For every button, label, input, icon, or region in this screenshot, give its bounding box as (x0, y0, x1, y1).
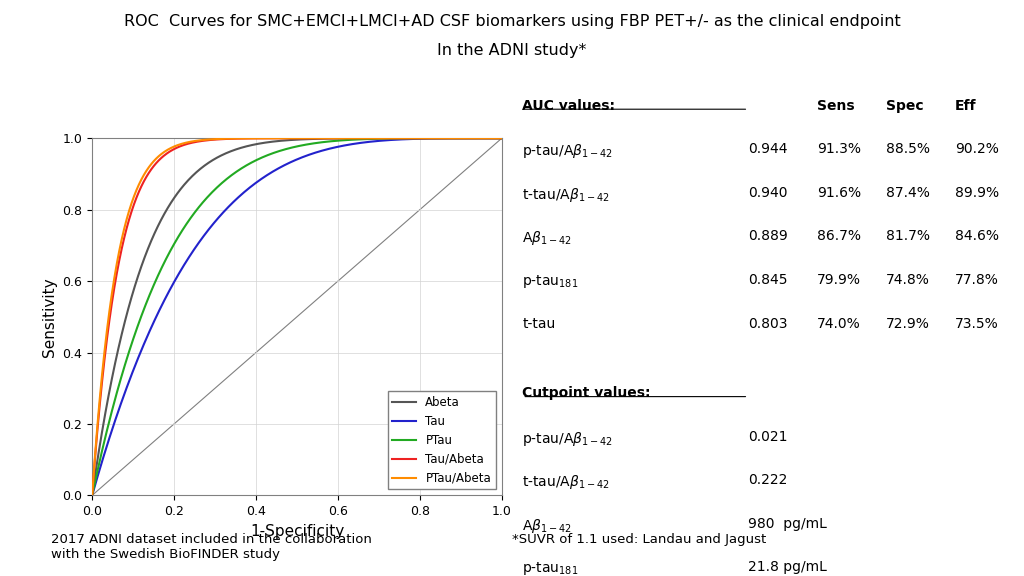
Text: A$\beta$$_{\mathregular{1-42}}$: A$\beta$$_{\mathregular{1-42}}$ (522, 517, 572, 535)
Text: A$\beta$$_{\mathregular{1-42}}$: A$\beta$$_{\mathregular{1-42}}$ (522, 229, 572, 248)
Text: 0.021: 0.021 (749, 430, 787, 444)
Text: p-tau$_{\mathregular{181}}$: p-tau$_{\mathregular{181}}$ (522, 273, 579, 290)
Text: 72.9%: 72.9% (886, 317, 930, 331)
Text: 0.222: 0.222 (749, 473, 787, 487)
Text: 74.8%: 74.8% (886, 273, 930, 287)
Text: Sens: Sens (817, 99, 855, 113)
Text: Spec: Spec (886, 99, 924, 113)
Text: 77.8%: 77.8% (954, 273, 998, 287)
Text: 91.3%: 91.3% (817, 142, 861, 157)
Y-axis label: Sensitivity: Sensitivity (42, 277, 57, 357)
Text: p-tau/A$\beta$$_{\mathregular{1-42}}$: p-tau/A$\beta$$_{\mathregular{1-42}}$ (522, 142, 613, 160)
Text: 73.5%: 73.5% (954, 317, 998, 331)
Text: AUC values:: AUC values: (522, 99, 615, 113)
Text: 0.845: 0.845 (749, 273, 787, 287)
Text: 0.940: 0.940 (749, 186, 787, 200)
Text: 91.6%: 91.6% (817, 186, 861, 200)
X-axis label: 1-Specificity: 1-Specificity (250, 524, 344, 539)
Text: Cutpoint values:: Cutpoint values: (522, 386, 650, 400)
Text: 90.2%: 90.2% (954, 142, 998, 157)
Text: 79.9%: 79.9% (817, 273, 861, 287)
Text: 86.7%: 86.7% (817, 229, 861, 244)
Text: In the ADNI study*: In the ADNI study* (437, 43, 587, 58)
Text: 87.4%: 87.4% (886, 186, 930, 200)
Text: 88.5%: 88.5% (886, 142, 930, 157)
Text: p-tau$_{\mathregular{181}}$: p-tau$_{\mathregular{181}}$ (522, 560, 579, 576)
Text: Eff: Eff (954, 99, 976, 113)
Text: 84.6%: 84.6% (954, 229, 998, 244)
Text: *SUVR of 1.1 used: Landau and Jagust: *SUVR of 1.1 used: Landau and Jagust (512, 533, 766, 546)
Text: 980  pg/mL: 980 pg/mL (749, 517, 827, 531)
Text: t-tau: t-tau (522, 317, 555, 331)
Text: 0.889: 0.889 (749, 229, 788, 244)
Text: 0.803: 0.803 (749, 317, 787, 331)
Text: 2017 ADNI dataset included in the collaboration
with the Swedish BioFINDER study: 2017 ADNI dataset included in the collab… (51, 533, 372, 561)
Text: p-tau/A$\beta$$_{\mathregular{1-42}}$: p-tau/A$\beta$$_{\mathregular{1-42}}$ (522, 430, 613, 448)
Text: t-tau/A$\beta$$_{\mathregular{1-42}}$: t-tau/A$\beta$$_{\mathregular{1-42}}$ (522, 186, 610, 204)
Legend: Abeta, Tau, PTau, Tau/Abeta, PTau/Abeta: Abeta, Tau, PTau, Tau/Abeta, PTau/Abeta (388, 392, 496, 490)
Text: t-tau/A$\beta$$_{\mathregular{1-42}}$: t-tau/A$\beta$$_{\mathregular{1-42}}$ (522, 473, 610, 491)
Text: ROC  Curves for SMC+EMCI+LMCI+AD CSF biomarkers using FBP PET+/- as the clinical: ROC Curves for SMC+EMCI+LMCI+AD CSF biom… (124, 14, 900, 29)
Text: 21.8 pg/mL: 21.8 pg/mL (749, 560, 827, 574)
Text: 74.0%: 74.0% (817, 317, 861, 331)
Text: 81.7%: 81.7% (886, 229, 930, 244)
Text: 89.9%: 89.9% (954, 186, 998, 200)
Text: 0.944: 0.944 (749, 142, 787, 157)
